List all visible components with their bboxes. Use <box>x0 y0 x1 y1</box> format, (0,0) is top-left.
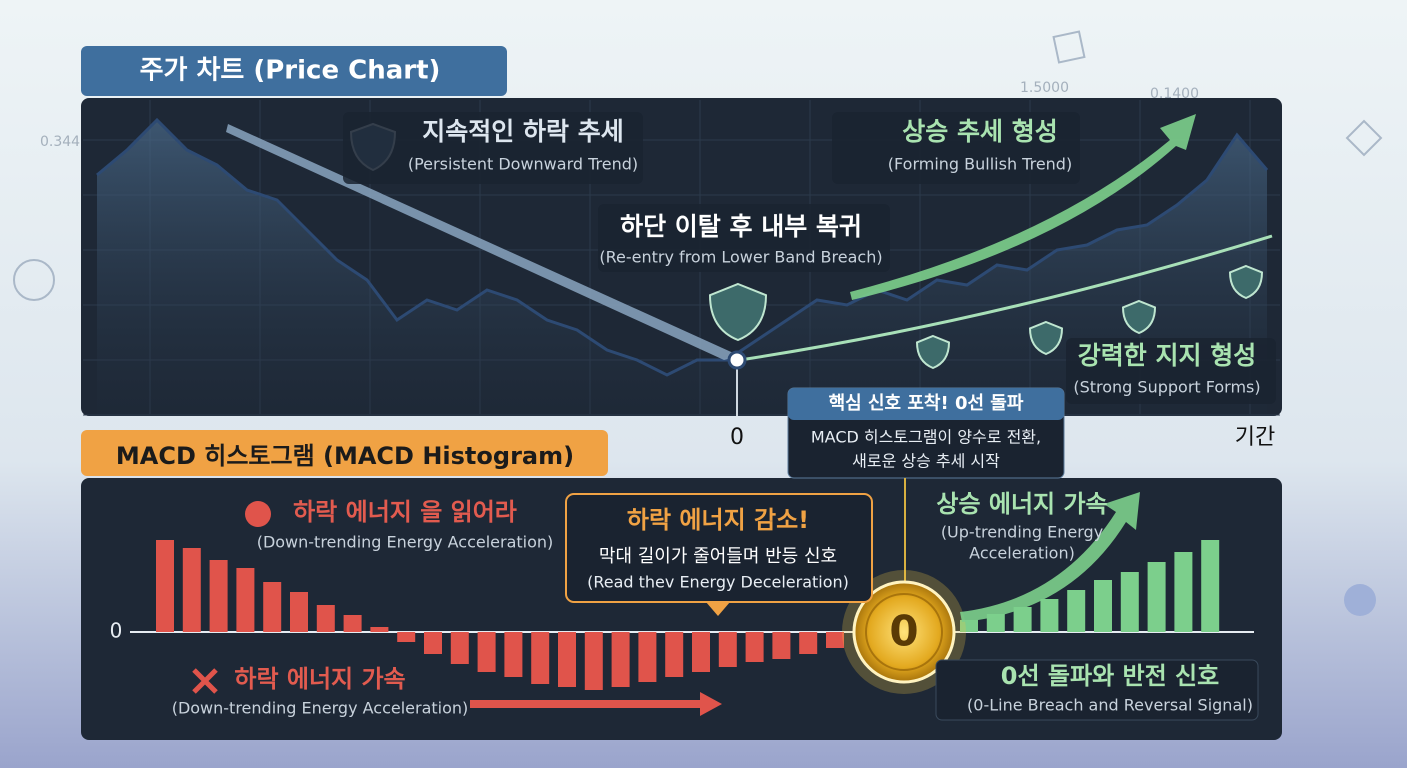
coin-inner <box>865 593 943 671</box>
support-line <box>739 234 1273 362</box>
up-energy-arrow <box>960 492 1140 622</box>
histogram-bar <box>290 592 308 632</box>
shield-icon <box>1028 320 1064 356</box>
annotation-box <box>598 204 890 272</box>
annotation-text: (Down-trending Energy Acceleration) <box>257 533 554 552</box>
x-axis-label: 기간 <box>1235 425 1275 450</box>
histogram-bar <box>745 632 764 662</box>
histogram-bar <box>1040 599 1059 632</box>
zero-label: 0 <box>730 425 744 450</box>
histogram-bar <box>531 632 550 684</box>
histogram-bar <box>424 632 442 654</box>
histogram-bar <box>316 605 335 632</box>
annotation-title: 하락 에너지 을 읽어라 <box>293 498 517 526</box>
histogram-bar <box>156 540 174 632</box>
deco <box>1344 584 1376 616</box>
coin <box>852 580 956 684</box>
annotation-title: 강력한 지지 형성 <box>1078 341 1256 370</box>
histogram-bar <box>397 632 416 642</box>
histogram-bar <box>1174 552 1193 632</box>
background-label: 0.1400 <box>1150 86 1199 102</box>
annotation-text: (0-Line Breach and Reversal Signal) <box>967 696 1253 715</box>
histogram-bar <box>665 632 684 677</box>
histogram-bar <box>182 548 201 632</box>
cross-icon <box>192 668 218 694</box>
coin-label: 0 <box>889 607 918 656</box>
annotation-title: 0선 돌파와 반전 신호 <box>1001 662 1219 690</box>
signal-title: 핵심 신호 포착! 0선 돌파 <box>829 393 1024 414</box>
signal-text: MACD 히스토그램이 양수로 전환, <box>811 428 1041 447</box>
macd-tab <box>81 430 608 476</box>
price-line <box>96 117 1269 377</box>
annotation-title: 상승 추세 형성 <box>902 117 1057 146</box>
decel-pointer <box>706 602 730 616</box>
zero-label: 0 <box>110 619 123 643</box>
annotation-title: 하락 에너지 감소! <box>627 506 809 534</box>
histogram-bar <box>1120 572 1139 632</box>
annotation-box <box>343 112 643 184</box>
histogram-bar <box>1201 540 1220 632</box>
histogram-bar <box>343 615 362 632</box>
histogram-bar <box>209 560 228 632</box>
histogram-bar <box>799 632 818 654</box>
histogram-bar <box>558 632 576 687</box>
histogram-bar <box>1013 607 1032 632</box>
annotation-box <box>832 112 1080 184</box>
deco <box>1052 30 1086 64</box>
alert-icon <box>245 501 271 527</box>
annotation-text: (Forming Bullish Trend) <box>888 155 1072 174</box>
price-title: 주가 차트 (Price Chart) <box>140 56 441 86</box>
histogram-bar <box>960 620 978 632</box>
histogram-bar <box>370 627 389 632</box>
histogram-bar <box>826 632 844 648</box>
background-label: 0.344 <box>40 134 80 150</box>
breach-point <box>727 350 747 370</box>
annotation-title: 상승 에너지 가속 <box>936 490 1107 518</box>
histogram-bar <box>236 568 255 632</box>
histogram-bar <box>611 632 630 687</box>
histogram-bar <box>692 632 710 672</box>
histogram-bar <box>718 632 737 667</box>
annotation-text: 막대 길이가 줄어들며 반등 신호 <box>599 546 837 567</box>
annotation-text: (Strong Support Forms) <box>1073 378 1260 397</box>
annotation-text: (Down-trending Energy Acceleration) <box>172 699 469 718</box>
histogram-bar <box>263 582 282 632</box>
histogram-bar <box>584 632 603 690</box>
annotation-text: (Re-entry from Lower Band Breach) <box>599 248 882 267</box>
shield-icon <box>708 282 768 342</box>
annotation-text: (Persistent Downward Trend) <box>408 155 638 174</box>
down-energy-arrow <box>470 692 722 716</box>
deco <box>13 259 55 301</box>
histogram-bar <box>1067 590 1086 632</box>
shield-icon <box>1121 299 1157 335</box>
background-label: 1.5000 <box>1020 80 1069 96</box>
annotation-title: 하단 이탈 후 내부 복귀 <box>620 212 862 241</box>
macd-title: MACD 히스토그램 (MACD Histogram) <box>116 442 574 470</box>
annotation-box <box>1066 338 1276 404</box>
shield-icon <box>915 334 951 370</box>
histogram-bar <box>477 632 496 672</box>
shield-icon <box>1228 264 1264 300</box>
histogram-bar <box>1094 580 1112 632</box>
histogram-bar <box>1147 562 1166 632</box>
annotation-title: 지속적인 하락 추세 <box>422 117 623 146</box>
deco <box>1345 119 1383 157</box>
annotation-text: Acceleration) <box>969 544 1075 563</box>
histogram-bar <box>772 632 791 659</box>
signal-title-bar <box>788 388 1064 420</box>
histogram-bar <box>986 614 1005 632</box>
histogram-bar <box>638 632 657 682</box>
price-tab <box>81 46 507 96</box>
histogram-bar <box>504 632 523 677</box>
annotation-box <box>935 659 1259 721</box>
price-area <box>97 120 1267 414</box>
annotation-text: (Up-trending Energy <box>941 523 1103 542</box>
histogram-bar <box>450 632 469 664</box>
signal-text: 새로운 상승 추세 시작 <box>852 452 1000 471</box>
annotation-title: 하락 에너지 가속 <box>234 665 405 693</box>
annotation-text: (Read thev Energy Deceleration) <box>587 573 849 592</box>
